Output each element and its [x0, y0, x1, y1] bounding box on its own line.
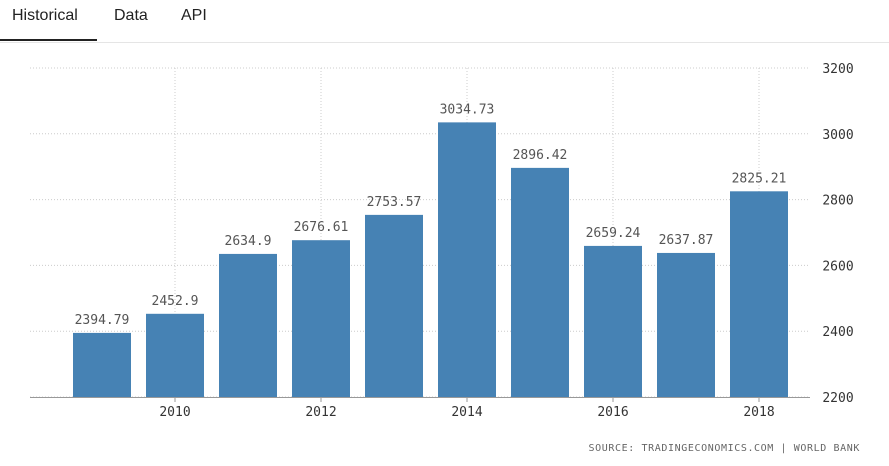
y-tick-label: 3000: [822, 128, 853, 143]
y-tick-label: 2600: [822, 259, 853, 274]
tab-historical[interactable]: Historical: [0, 0, 97, 41]
data-label: 2659.24: [586, 226, 641, 241]
bar: [511, 167, 569, 397]
data-label: 2394.79: [75, 313, 130, 328]
x-tick-label: 2018: [743, 405, 774, 420]
data-label: 2896.42: [513, 148, 568, 163]
tab-data[interactable]: Data: [114, 7, 148, 24]
tab-api[interactable]: API: [181, 7, 207, 24]
x-tick-label: 2012: [305, 405, 336, 420]
y-tick-label: 3200: [822, 62, 853, 77]
bar: [73, 332, 131, 397]
y-tick-label: 2400: [822, 325, 853, 340]
source-credit: SOURCE: TRADINGECONOMICS.COM | WORLD BAN…: [588, 443, 860, 454]
data-label: 2634.9: [225, 234, 272, 249]
data-label: 2676.61: [294, 220, 349, 235]
tab-bar: Historical Data API: [0, 0, 889, 43]
bar-chart: 2200 2400 2600 2800 3000 3200 2394.79 2452.9 263…: [30, 62, 854, 420]
y-tick-label: 2200: [822, 391, 853, 406]
data-label: 2753.57: [367, 195, 422, 210]
data-label: 2825.21: [732, 171, 787, 186]
data-label: 2637.87: [659, 233, 714, 248]
x-tick-label: 2016: [597, 405, 628, 420]
bar: [146, 313, 204, 397]
x-tick-label: 2010: [159, 405, 190, 420]
bar: [219, 253, 277, 397]
data-label: 2452.9: [152, 294, 199, 309]
bar: [657, 252, 715, 397]
bar: [365, 214, 423, 397]
bar: [584, 245, 642, 397]
bar: [438, 122, 496, 397]
bar: [730, 191, 788, 397]
bar: [292, 240, 350, 397]
data-label: 3034.73: [440, 102, 495, 117]
x-tick-label: 2014: [451, 405, 482, 420]
y-tick-label: 2800: [822, 194, 853, 209]
